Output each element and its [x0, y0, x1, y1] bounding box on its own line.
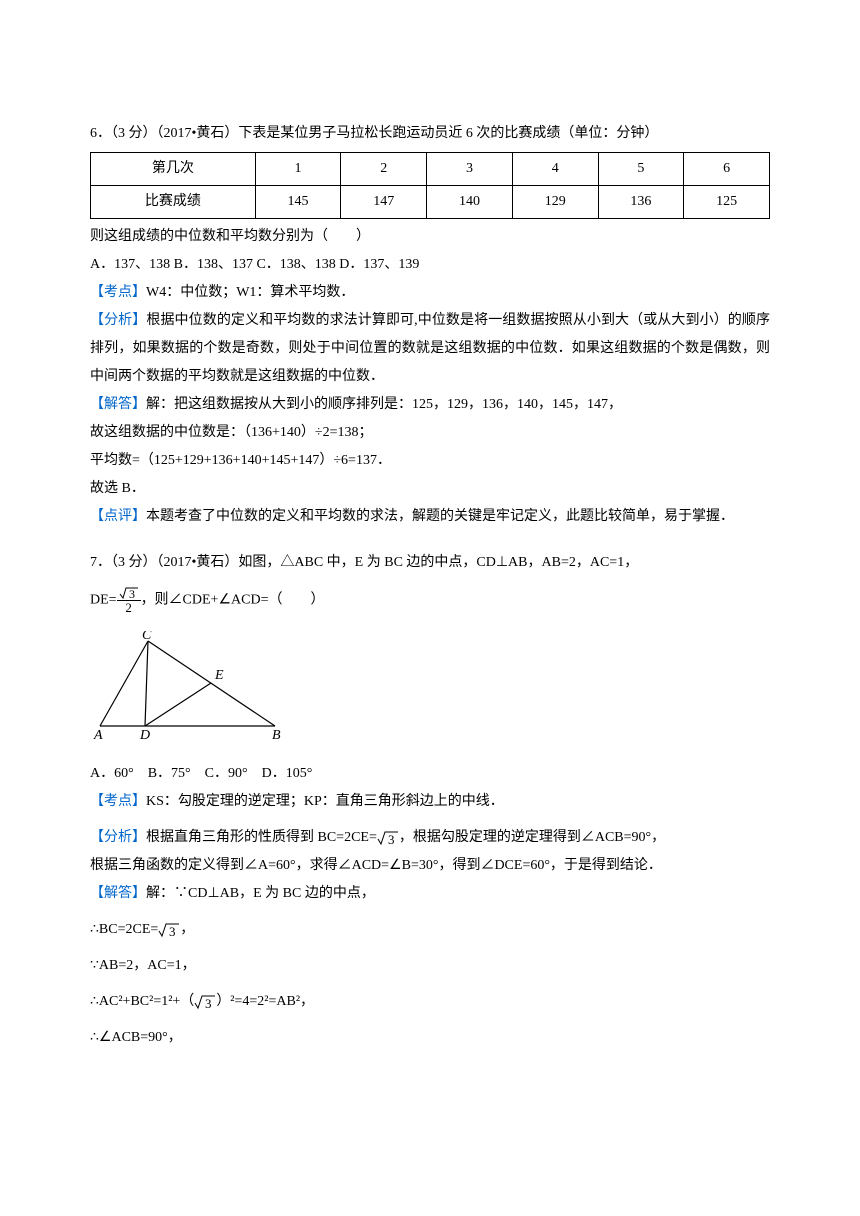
spacer — [90, 944, 770, 952]
spacer — [90, 615, 770, 623]
svg-text:A: A — [93, 728, 103, 741]
q6-options: A．137、138 B．138、137 C．138、138 D．137、139 — [90, 251, 770, 279]
q7-analysis-2: 根据三角函数的定义得到∠A=60°，求得∠ACD=∠B=30°，得到∠DCE=6… — [90, 852, 770, 880]
table-cell: 3 — [427, 153, 513, 186]
table-row: 比赛成绩 145 147 140 129 136 125 — [91, 186, 770, 219]
keypoint-label: 【考点】 — [90, 794, 146, 809]
solution-text-4b: ）²=4=2²=AB²， — [216, 994, 314, 1009]
table-cell: 145 — [255, 186, 341, 219]
q7-solution-5: ∴∠ACB=90°， — [90, 1024, 770, 1052]
svg-text:3: 3 — [205, 996, 212, 1010]
table-cell: 147 — [341, 186, 427, 219]
table-cell: 第几次 — [91, 153, 256, 186]
q6-solution-4: 故选 B． — [90, 475, 770, 503]
svg-text:3: 3 — [388, 832, 395, 846]
spacer — [90, 908, 770, 916]
fraction-sqrt3-over-2: 32 — [117, 585, 141, 615]
comment-label: 【点评】 — [90, 509, 146, 524]
q6-table: 第几次 1 2 3 4 5 6 比赛成绩 145 147 140 129 136… — [90, 152, 770, 219]
solution-text-1: 解：∵CD⊥AB，E 为 BC 边的中点， — [146, 886, 375, 901]
q7-solution-3: ∵AB=2，AC=1， — [90, 952, 770, 980]
svg-text:3: 3 — [169, 924, 176, 938]
analysis-text-a: 根据直角三角形的性质得到 BC=2CE= — [146, 830, 377, 845]
table-cell: 5 — [598, 153, 684, 186]
table-cell: 4 — [512, 153, 598, 186]
q7-solution: 【解答】解：∵CD⊥AB，E 为 BC 边的中点， — [90, 880, 770, 908]
analysis-text-b: ，根据勾股定理的逆定理得到∠ACB=90°， — [399, 830, 665, 845]
spacer — [90, 1016, 770, 1024]
table-row: 第几次 1 2 3 4 5 6 — [91, 153, 770, 186]
sqrt-icon: 3 — [158, 922, 180, 938]
sqrt-icon: 3 — [377, 830, 399, 846]
table-cell: 1 — [255, 153, 341, 186]
solution-label: 【解答】 — [90, 886, 146, 901]
solution-text-4a: ∴AC²+BC²=1²+（ — [90, 994, 194, 1009]
table-cell: 136 — [598, 186, 684, 219]
stem-text-b: ，则∠CDE+∠ACD=（ ） — [141, 592, 325, 607]
analysis-text: 根据中位数的定义和平均数的求法计算即可,中位数是将一组数据按照从小到大（或从大到… — [90, 313, 770, 384]
q7-stem-2: DE=32，则∠CDE+∠ACD=（ ） — [90, 585, 770, 615]
q6-analysis: 【分析】根据中位数的定义和平均数的求法计算即可,中位数是将一组数据按照从小到大（… — [90, 307, 770, 391]
svg-text:E: E — [214, 668, 224, 683]
fraction-numerator: 3 — [117, 585, 141, 601]
q7-analysis: 【分析】根据直角三角形的性质得到 BC=2CE= 3 ，根据勾股定理的逆定理得到∠A… — [90, 824, 770, 852]
svg-text:D: D — [139, 728, 150, 741]
analysis-label: 【分析】 — [90, 313, 146, 328]
q6-solution-3: 平均数=（125+129+136+140+145+147）÷6=137． — [90, 447, 770, 475]
q7-solution-2: ∴BC=2CE= 3 ， — [90, 916, 770, 944]
solution-text-2b: ， — [180, 922, 194, 937]
solution-label: 【解答】 — [90, 397, 146, 412]
solution-text-2a: ∴BC=2CE= — [90, 922, 158, 937]
keypoint-text: KS：勾股定理的逆定理；KP：直角三角形斜边上的中线． — [146, 794, 504, 809]
q6-comment: 【点评】本题考查了中位数的定义和平均数的求法，解题的关键是牢记定义，此题比较简单… — [90, 503, 770, 531]
svg-text:B: B — [272, 728, 281, 741]
svg-text:3: 3 — [129, 587, 135, 600]
spacer — [90, 980, 770, 988]
spacer — [90, 531, 770, 549]
analysis-label: 【分析】 — [90, 830, 146, 845]
keypoint-label: 【考点】 — [90, 285, 146, 300]
table-cell: 2 — [341, 153, 427, 186]
table-cell: 140 — [427, 186, 513, 219]
q6-solution-2: 故这组数据的中位数是：（136+140）÷2=138； — [90, 419, 770, 447]
table-cell: 比赛成绩 — [91, 186, 256, 219]
spacer — [90, 577, 770, 585]
table-cell: 129 — [512, 186, 598, 219]
q7-stem-1: 7．（3 分）（2017•黄石）如图，△ABC 中，E 为 BC 边的中点，CD… — [90, 549, 770, 577]
solution-text-1: 解：把这组数据按从大到小的顺序排列是：125，129，136，140，145，1… — [146, 397, 622, 412]
q6-stem-2: 则这组成绩的中位数和平均数分别为（ ） — [90, 223, 770, 251]
spacer — [90, 816, 770, 824]
table-cell: 125 — [684, 186, 770, 219]
sqrt-icon: 3 — [119, 586, 139, 600]
stem-text-a: DE= — [90, 592, 117, 607]
q7-solution-4: ∴AC²+BC²=1²+（ 3 ）²=4=2²=AB²， — [90, 988, 770, 1016]
q6-keypoint: 【考点】W4：中位数；W1：算术平均数． — [90, 279, 770, 307]
svg-text:C: C — [142, 631, 152, 643]
sqrt-icon: 3 — [194, 994, 216, 1010]
triangle-diagram: A B C D E — [90, 631, 285, 741]
q7-keypoint: 【考点】KS：勾股定理的逆定理；KP：直角三角形斜边上的中线． — [90, 788, 770, 816]
table-cell: 6 — [684, 153, 770, 186]
keypoint-text: W4：中位数；W1：算术平均数． — [146, 285, 354, 300]
comment-text: 本题考查了中位数的定义和平均数的求法，解题的关键是牢记定义，此题比较简单，易于掌… — [146, 509, 734, 524]
q6-stem-1: 6．（3 分）（2017•黄石）下表是某位男子马拉松长跑运动员近 6 次的比赛成… — [90, 120, 770, 148]
q7-options: A．60° B．75° C．90° D．105° — [90, 760, 770, 788]
fraction-denominator: 2 — [117, 601, 141, 615]
q6-solution: 【解答】解：把这组数据按从大到小的顺序排列是：125，129，136，140，1… — [90, 391, 770, 419]
